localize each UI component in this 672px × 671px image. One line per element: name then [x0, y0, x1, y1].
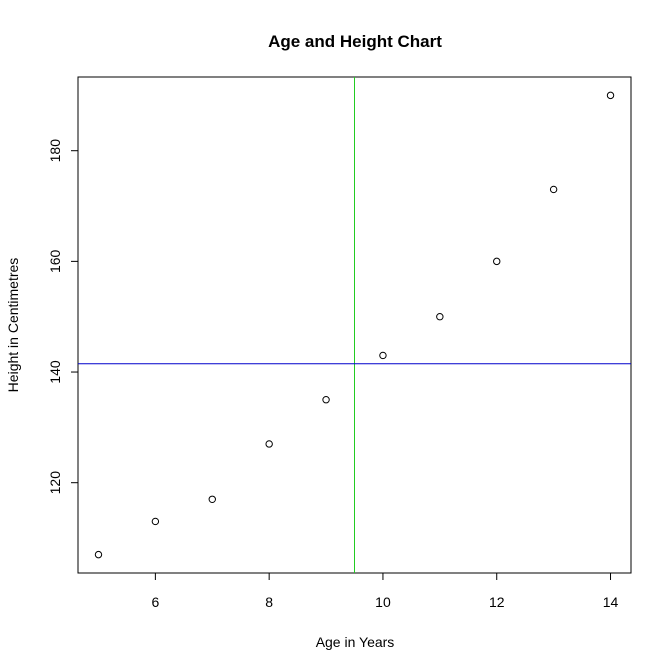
x-tick-label: 6: [151, 594, 159, 610]
data-point: [265, 440, 273, 448]
y-tick-label: 140: [47, 360, 63, 384]
data-point: [322, 395, 330, 404]
x-tick-label: 14: [603, 594, 619, 610]
chart-title: Age and Height Chart: [268, 32, 442, 51]
plot-area: 6 8 10 12 14 120 140 160 180: [47, 76, 632, 610]
x-tick-label: 8: [265, 594, 273, 610]
data-point: [208, 495, 216, 503]
y-axis-label: Height in Centimetres: [5, 258, 21, 393]
y-tick-label: 160: [47, 249, 63, 273]
data-point: [436, 313, 444, 321]
y-tick-label: 180: [47, 139, 63, 163]
x-tick-label: 10: [375, 594, 391, 610]
x-axis-label: Age in Years: [316, 634, 395, 650]
data-point: [379, 351, 387, 360]
data-point: [549, 185, 558, 194]
y-tick-label: 120: [47, 471, 63, 495]
data-point: [94, 550, 103, 559]
x-tick-label: 12: [489, 594, 505, 610]
data-point: [493, 257, 501, 266]
data-point: [151, 517, 160, 526]
data-point: [606, 91, 615, 100]
